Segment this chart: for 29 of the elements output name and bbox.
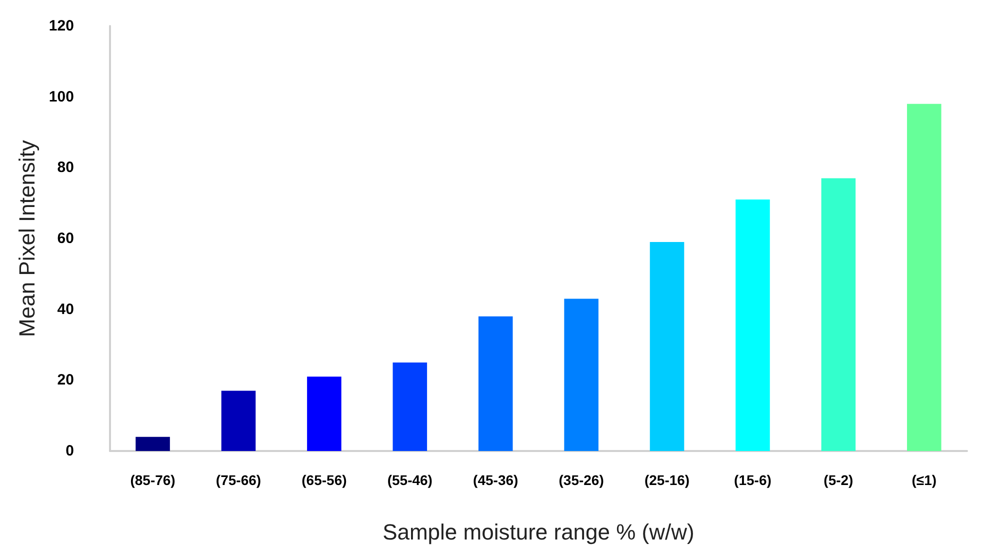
x-tick-label: (75-66) bbox=[216, 472, 262, 488]
y-axis-title: Mean Pixel Intensity bbox=[14, 140, 40, 337]
bar bbox=[392, 362, 428, 451]
y-tick-label: 20 bbox=[57, 372, 74, 389]
bar bbox=[650, 242, 684, 451]
x-tick-label: (85-76) bbox=[130, 472, 176, 488]
x-tick-label: (25-16) bbox=[644, 472, 690, 488]
x-tick-label: (35-26) bbox=[558, 472, 604, 488]
y-tick-label: 60 bbox=[57, 230, 74, 247]
y-tick-label: 80 bbox=[57, 159, 74, 176]
x-tick-label: (15-6) bbox=[734, 472, 772, 488]
y-tick-label: 40 bbox=[57, 300, 74, 318]
x-tick-label: (≤1) bbox=[912, 472, 937, 488]
x-tick-label: (55-46) bbox=[387, 472, 432, 488]
y-tick-label: 120 bbox=[48, 18, 74, 34]
x-axis-title: Sample moisture range % (w/w) bbox=[382, 520, 694, 544]
x-tick-label: (5-2) bbox=[824, 472, 854, 488]
bar bbox=[564, 298, 598, 451]
x-tick-label: (45-36) bbox=[473, 472, 518, 488]
x-tick-label: (65-56) bbox=[302, 472, 347, 488]
bar bbox=[307, 376, 342, 451]
bar bbox=[478, 316, 513, 451]
bar bbox=[136, 436, 170, 451]
bar bbox=[907, 104, 942, 451]
bar bbox=[821, 178, 856, 451]
y-tick-label: 100 bbox=[48, 88, 74, 106]
y-tick-label: 0 bbox=[66, 442, 74, 460]
bar bbox=[221, 390, 256, 451]
bar bbox=[736, 200, 770, 451]
